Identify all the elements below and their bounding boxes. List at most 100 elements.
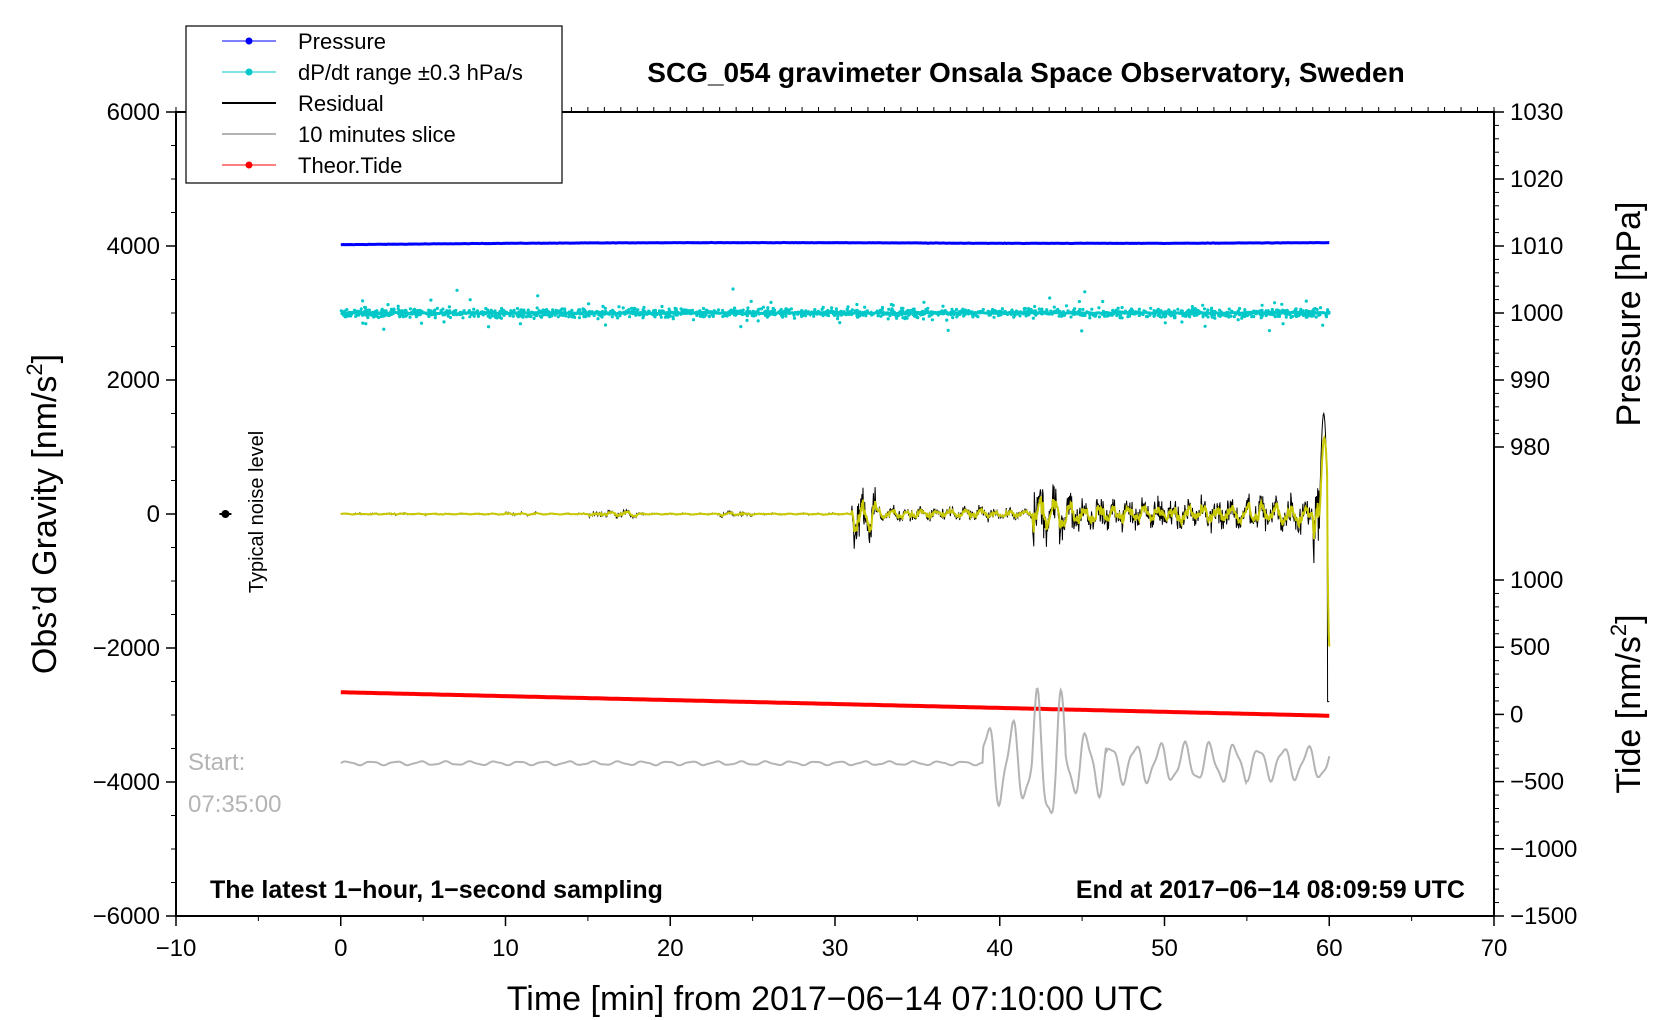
x-tick-label: 10 [492, 935, 519, 962]
x-tick-label: −10 [156, 935, 197, 962]
x-tick-label: 0 [334, 935, 347, 962]
y-tide-tick-label: −1000 [1510, 836, 1577, 863]
dpdt-point [725, 314, 729, 318]
dpdt-point [1213, 316, 1217, 320]
legend-label: 10 minutes slice [298, 122, 456, 147]
dpdt-point [361, 321, 365, 325]
dpdt-point [433, 316, 437, 320]
dpdt-point [1227, 307, 1231, 311]
dpdt-point [549, 314, 554, 318]
y-tide-tick-label: −1500 [1510, 903, 1577, 930]
legend: Pressure dP/dt range ±0.3 hPa/s Residual 10… [185, 25, 563, 184]
dpdt-point [1281, 322, 1285, 326]
dpdt-point [1232, 315, 1236, 319]
dpdt-point [1130, 308, 1134, 312]
dpdt-point [1081, 307, 1085, 311]
dpdt-point [772, 307, 776, 311]
dpdt-point [560, 307, 564, 311]
dpdt-point [879, 314, 883, 318]
dpdt-point [529, 314, 533, 319]
dpdt-point [1318, 306, 1323, 310]
dpdt-point [1312, 307, 1316, 311]
legend-entries: Pressure dP/dt range ±0.3 hPa/s Residual 10… [222, 29, 523, 178]
dpdt-point [967, 309, 971, 313]
y-left-tick-label: −6000 [93, 903, 160, 930]
dpdt-point [556, 315, 560, 319]
dpdt-point [535, 306, 539, 310]
x-tick-label: 70 [1481, 935, 1508, 962]
dpdt-point [408, 307, 412, 311]
dpdt-series [339, 287, 1331, 333]
dpdt-point [836, 317, 840, 321]
dpdt-point [1314, 315, 1318, 319]
dpdt-point [716, 308, 721, 312]
dpdt-point [668, 314, 672, 318]
bottom-left-note: The latest 1−hour, 1−second sampling [210, 876, 663, 904]
dpdt-point [494, 315, 498, 320]
dpdt-point [617, 305, 621, 309]
dpdt-point [660, 304, 664, 309]
dpdt-point [354, 314, 358, 318]
y-left-tick-label: 4000 [107, 233, 160, 260]
dpdt-point [396, 304, 400, 308]
dpdt-point [1027, 307, 1031, 311]
dpdt-point [1024, 314, 1028, 318]
dpdt-point [733, 306, 737, 310]
dpdt-point [1118, 314, 1122, 318]
dpdt-point [1218, 308, 1222, 312]
dpdt-point [616, 316, 620, 320]
dpdt-point [1321, 323, 1325, 327]
dpdt-point [691, 318, 696, 322]
dpdt-point [486, 314, 490, 318]
slice-series-line [340, 687, 1331, 815]
dpdt-point [924, 307, 928, 312]
dpdt-point [541, 309, 545, 313]
dpdt-point [446, 314, 450, 318]
dpdt-point [642, 305, 646, 309]
dpdt-point [838, 321, 842, 325]
dpdt-point [1305, 314, 1309, 318]
dpdt-point [756, 319, 760, 323]
dpdt-point [834, 307, 839, 311]
dpdt-point [1080, 329, 1084, 333]
dpdt-point [563, 307, 567, 311]
legend-label: dP/dt range ±0.3 hPa/s [298, 60, 523, 85]
residual-filtered-line [340, 434, 1331, 647]
y-pressure-tick-label: 980 [1510, 434, 1550, 461]
dpdt-point [472, 307, 476, 311]
bottom-right-note: End at 2017−06−14 08:09:59 UTC [1076, 876, 1465, 904]
dpdt-point [587, 302, 591, 306]
dpdt-point [1250, 315, 1254, 319]
dpdt-point [1000, 307, 1005, 311]
dpdt-point [1236, 318, 1240, 322]
dpdt-point [364, 322, 368, 326]
dpdt-point [850, 308, 855, 312]
dpdt-point [628, 315, 632, 319]
dpdt-point [887, 307, 891, 311]
dpdt-point [1033, 304, 1037, 309]
dpdt-point [567, 315, 571, 319]
dpdt-point [603, 306, 607, 310]
dpdt-point [804, 314, 808, 318]
dpdt-point [363, 305, 367, 309]
dpdt-point [812, 314, 816, 318]
dpdt-point [468, 298, 472, 302]
dpdt-point [1077, 299, 1081, 304]
dpdt-point [1048, 296, 1052, 300]
dpdt-point [522, 313, 526, 317]
dpdt-point [455, 288, 459, 292]
dpdt-point [435, 306, 439, 310]
dpdt-point [461, 316, 465, 320]
dpdt-point [695, 313, 699, 317]
dpdt-point [570, 315, 574, 319]
dpdt-point [855, 302, 859, 307]
dpdt-point [539, 315, 544, 319]
dpdt-point [346, 314, 350, 318]
dpdt-point [891, 303, 895, 307]
dpdt-point [1184, 314, 1188, 318]
dpdt-point [518, 322, 523, 326]
dpdt-point [1105, 314, 1109, 318]
dpdt-point [930, 318, 935, 322]
dpdt-point [1273, 315, 1277, 319]
